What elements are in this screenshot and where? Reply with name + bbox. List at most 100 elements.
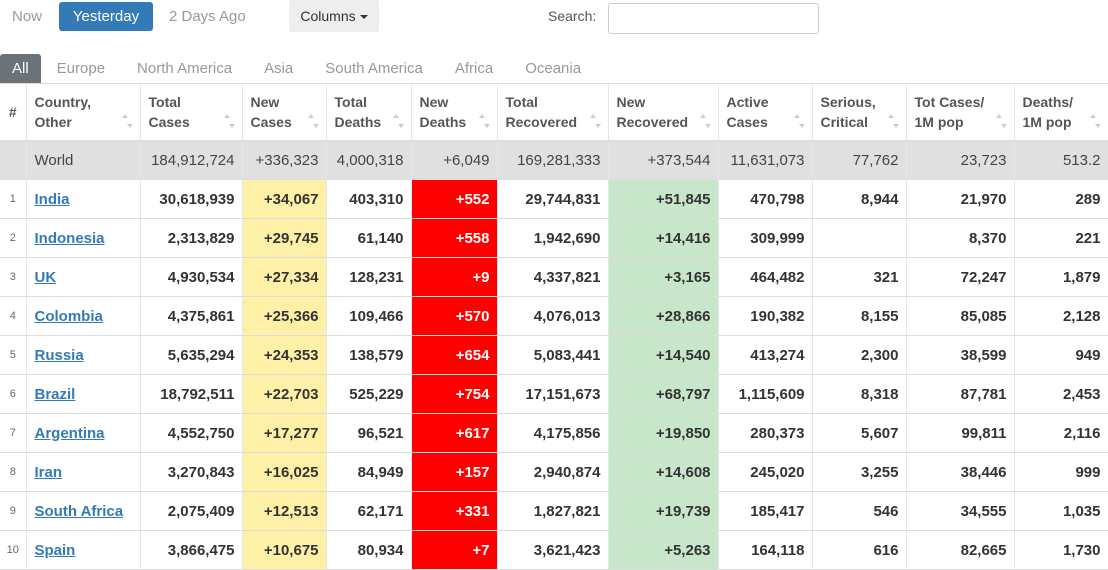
sort-icon [1089,114,1101,128]
day-tab-active[interactable]: Yesterday [59,2,153,31]
cell: +9 [411,257,498,297]
column-header[interactable]: # [0,84,27,142]
sort-down [483,124,490,128]
country-link[interactable]: UK [34,268,57,286]
region-tab[interactable]: South America [325,60,423,77]
cell: 5,607 [812,413,907,453]
region-tab[interactable]: Africa [454,60,494,77]
column-header[interactable]: New Recovered [608,84,719,142]
rank-cell: 4 [0,296,27,336]
country-link[interactable]: Brazil [34,385,76,403]
cell: 2,300 [812,335,907,375]
country-link[interactable]: Colombia [34,307,103,325]
region-tab[interactable]: North America [137,60,233,77]
column-header[interactable]: Total Cases [140,84,243,142]
cell: 4,375,861 [140,296,243,336]
sort-icon [121,114,133,128]
cell: 2,128 [1014,296,1108,336]
sort-icon [478,114,490,128]
country-row: 9 South Africa 2,075,409 +12,513 62,171 +331 1… [0,491,1108,531]
country-cell: Argentina [26,413,141,453]
cell: 470,798 [718,179,813,219]
cell: 5,083,441 [497,335,609,375]
country-link[interactable]: Argentina [34,424,105,442]
region-tab[interactable]: Europe [56,60,106,77]
cell: +10,675 [242,530,327,570]
header-text: Recovered [616,114,689,130]
cell: 1,942,690 [497,218,609,258]
column-header[interactable]: Total Recovered [497,84,609,142]
sort-up [223,114,230,118]
cell: 85,085 [906,296,1015,336]
cell: 164,118 [718,530,813,570]
cell: 3,866,475 [140,530,243,570]
cell: 289 [1014,179,1108,219]
sort-up [392,114,399,118]
cell: +19,739 [608,491,719,531]
day-tab[interactable]: Now [12,8,43,25]
cell: 21,970 [906,179,1015,219]
cell: +22,703 [242,374,327,414]
country-link[interactable]: India [34,190,70,208]
sort-icon [223,114,235,128]
cell: 546 [812,491,907,531]
cell: 8,318 [812,374,907,414]
cell: +5,263 [608,530,719,570]
day-tab[interactable]: 2 Days Ago [169,8,246,25]
column-header[interactable]: Active Cases [718,84,813,142]
cell: +28,866 [608,296,719,336]
country-link[interactable]: Indonesia [34,229,105,247]
column-header[interactable]: Deaths/1M pop [1014,84,1108,142]
country-link[interactable]: Iran [34,463,63,481]
cell: +373,544 [608,140,719,180]
region-tab[interactable]: All [0,54,41,83]
cell: 128,231 [326,257,412,297]
cell: 87,781 [906,374,1015,414]
column-header[interactable]: Serious, Critical [812,84,907,142]
rank-cell [0,140,27,180]
cell: 190,382 [718,296,813,336]
cell: 221 [1014,218,1108,258]
column-header[interactable]: Country, Other [26,84,141,142]
region-tab[interactable]: Asia [264,60,294,77]
column-header[interactable]: New Cases [242,84,327,142]
cell: 245,020 [718,452,813,492]
country-cell: Spain [26,530,141,570]
rank-cell: 10 [0,530,27,570]
cell: 30,618,939 [140,179,243,219]
cell: 18,792,511 [140,374,243,414]
sort-icon [995,114,1007,128]
sort-up [995,114,1002,118]
cell: 38,446 [906,452,1015,492]
cell: +29,745 [242,218,327,258]
cell: +6,049 [411,140,498,180]
columns-button[interactable]: Columns [289,0,379,32]
sort-down [1000,124,1007,128]
cell: +3,165 [608,257,719,297]
country-row: 3 UK 4,930,534 +27,334 128,231 +9 4,337,821 +3,… [0,257,1108,297]
region-tab[interactable]: Oceania [525,60,582,77]
cell: 185,417 [718,491,813,531]
caret [359,15,368,20]
cell: +654 [411,335,498,375]
sort-up [307,114,314,118]
region-tabs: All Europe North America Asia South America A… [0,54,1108,84]
search-input[interactable] [608,3,819,34]
column-header[interactable]: Total Deaths [326,84,412,142]
cell: 1,035 [1014,491,1108,531]
header-text: Total [505,94,538,110]
cell: 2,116 [1014,413,1108,453]
sort-down [892,124,899,128]
sort-icon [392,114,404,128]
country-row: 1 India 30,618,939 +34,067 403,310 +552 29,744… [0,179,1108,219]
country-link[interactable]: Spain [34,541,76,559]
country-link[interactable]: Russia [34,346,84,364]
rank-cell: 2 [0,218,27,258]
column-header[interactable]: Tot Cases/1M pop [906,84,1015,142]
cell: 96,521 [326,413,412,453]
cell: 109,466 [326,296,412,336]
cell: 1,730 [1014,530,1108,570]
country-link[interactable]: South Africa [34,502,124,520]
sort-up [478,114,485,118]
column-header[interactable]: New Deaths [411,84,498,142]
